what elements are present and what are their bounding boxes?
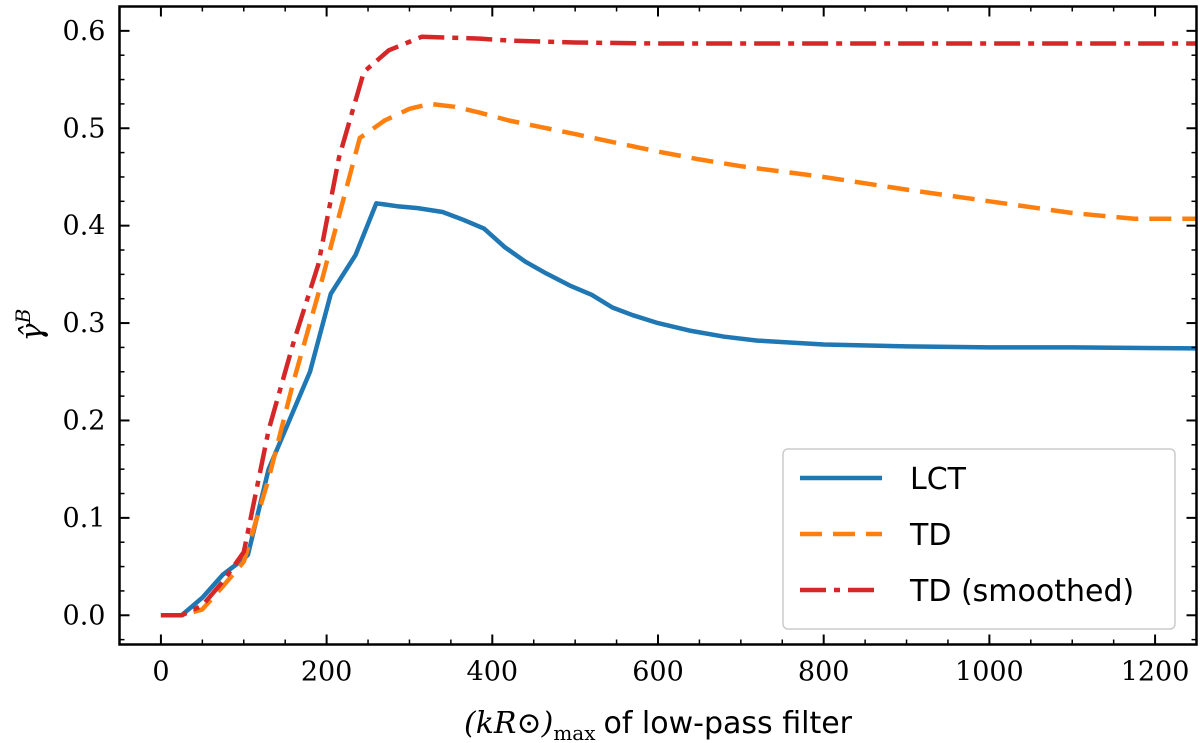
x-tick-label: 400: [467, 657, 519, 688]
x-tick-label: 1000: [955, 657, 1024, 688]
y-tick-label: 0.1: [63, 503, 106, 534]
y-tick-label: 0.2: [63, 405, 106, 436]
x-tick-label: 200: [301, 657, 353, 688]
y-tick-label: 0.3: [63, 308, 106, 339]
legend-frame: [782, 448, 1176, 630]
legend-label: TD: [909, 518, 951, 553]
y-tick-label: 0.5: [63, 113, 106, 144]
y-axis-label-symbol: γ̂: [15, 323, 50, 341]
y-tick-label: 0.6: [63, 16, 106, 47]
y-tick-label: 0.0: [63, 600, 106, 631]
x-axis-label-sub: max: [553, 721, 596, 743]
series-layer: [160, 34, 1197, 618]
x-tick-label: 0: [152, 657, 169, 688]
x-tick-label: 600: [632, 657, 684, 688]
y-axis-label: γ̂B: [11, 309, 50, 342]
y-tick-label: 0.4: [63, 211, 106, 242]
series-line-td-smoothed: [160, 34, 1197, 618]
legend: LCT TD TD (smoothed): [782, 448, 1176, 630]
legend-entries: LCT TD TD (smoothed): [800, 462, 1134, 609]
y-axis-label-sup: B: [11, 309, 35, 325]
x-tick-label: 1200: [1121, 657, 1190, 688]
legend-label: LCT: [910, 462, 967, 497]
ticks-layer: [118, 6, 1198, 645]
series-line-td: [160, 101, 1197, 618]
x-axis-label-text: of low-pass filter: [603, 706, 852, 741]
x-tick-label: 800: [798, 657, 850, 688]
labels-layer: 0 200 400 600 800 1000 1200 0.0 0.1 0.2 0.3 0.4 0.5 0…: [63, 16, 1190, 688]
x-axis-label: (kR⊙)max of low-pass filter: [464, 706, 853, 743]
x-axis-label-math: (kR⊙): [464, 706, 553, 741]
legend-label: TD (smoothed): [909, 574, 1134, 609]
